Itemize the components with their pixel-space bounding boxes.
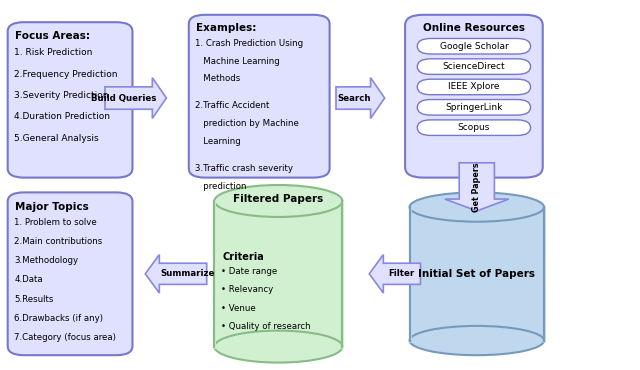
Text: • Relevancy: • Relevancy <box>221 285 273 294</box>
Text: 1. Crash Prediction Using: 1. Crash Prediction Using <box>195 39 303 48</box>
Text: Summarize: Summarize <box>161 269 214 278</box>
FancyBboxPatch shape <box>8 22 132 178</box>
Ellipse shape <box>214 331 342 363</box>
Text: 1. Problem to solve: 1. Problem to solve <box>14 218 97 226</box>
Text: Initial Set of Papers: Initial Set of Papers <box>419 269 535 279</box>
Text: IEEE Xplore: IEEE Xplore <box>448 83 500 91</box>
Text: 2.Main contributions: 2.Main contributions <box>14 237 102 246</box>
Polygon shape <box>105 78 166 118</box>
FancyBboxPatch shape <box>417 120 531 135</box>
Text: Google Scholar: Google Scholar <box>440 42 508 51</box>
Polygon shape <box>336 78 385 118</box>
Text: 4.Duration Prediction: 4.Duration Prediction <box>14 112 110 121</box>
Text: 3.Severity Prediction: 3.Severity Prediction <box>14 91 109 100</box>
Text: Learning: Learning <box>195 137 241 146</box>
FancyBboxPatch shape <box>417 100 531 115</box>
Text: 2.Traffic Accident: 2.Traffic Accident <box>195 101 269 110</box>
Text: Machine Learning: Machine Learning <box>195 57 280 65</box>
Text: Scopus: Scopus <box>458 123 490 132</box>
Text: 5.General Analysis: 5.General Analysis <box>14 134 99 143</box>
Text: Filtered Papers: Filtered Papers <box>233 194 324 204</box>
Text: Online Resources: Online Resources <box>423 23 525 33</box>
Text: Criteria: Criteria <box>222 252 264 262</box>
Ellipse shape <box>410 326 544 355</box>
Text: Build Queries: Build Queries <box>92 94 157 102</box>
Text: 5.Results: 5.Results <box>14 295 54 303</box>
Text: SpringerLink: SpringerLink <box>445 103 502 112</box>
Text: 3.Methodology: 3.Methodology <box>14 256 78 265</box>
FancyBboxPatch shape <box>8 192 132 355</box>
Text: ScienceDirect: ScienceDirect <box>443 62 505 71</box>
Text: • Venue: • Venue <box>221 304 255 313</box>
FancyBboxPatch shape <box>405 15 543 178</box>
Text: 6.Drawbacks (if any): 6.Drawbacks (if any) <box>14 314 103 323</box>
Text: Search: Search <box>337 94 371 102</box>
Text: 1. Risk Prediction: 1. Risk Prediction <box>14 48 92 57</box>
Text: prediction by Machine: prediction by Machine <box>195 119 299 128</box>
Ellipse shape <box>214 185 342 217</box>
Text: 7.Category (focus area): 7.Category (focus area) <box>14 333 116 342</box>
Text: Major Topics: Major Topics <box>15 202 89 212</box>
FancyBboxPatch shape <box>417 38 531 54</box>
FancyBboxPatch shape <box>417 79 531 95</box>
Ellipse shape <box>410 192 544 222</box>
FancyBboxPatch shape <box>189 15 330 178</box>
Text: 2.Frequency Prediction: 2.Frequency Prediction <box>14 70 118 78</box>
Text: Filter: Filter <box>388 269 415 278</box>
FancyBboxPatch shape <box>417 59 531 74</box>
Text: 4.Data: 4.Data <box>14 275 43 284</box>
Polygon shape <box>445 163 509 211</box>
Text: Get Papers: Get Papers <box>472 162 481 212</box>
Text: Examples:: Examples: <box>196 23 257 33</box>
Text: prediction: prediction <box>195 182 246 191</box>
Text: Focus Areas:: Focus Areas: <box>15 31 90 41</box>
Text: • Quality of research: • Quality of research <box>221 322 310 331</box>
FancyBboxPatch shape <box>410 207 544 340</box>
Text: Methods: Methods <box>195 74 241 83</box>
Text: 3.Traffic crash severity: 3.Traffic crash severity <box>195 164 293 173</box>
Polygon shape <box>369 255 420 293</box>
FancyBboxPatch shape <box>214 201 342 347</box>
Text: • Date range: • Date range <box>221 267 277 276</box>
Polygon shape <box>145 255 207 293</box>
